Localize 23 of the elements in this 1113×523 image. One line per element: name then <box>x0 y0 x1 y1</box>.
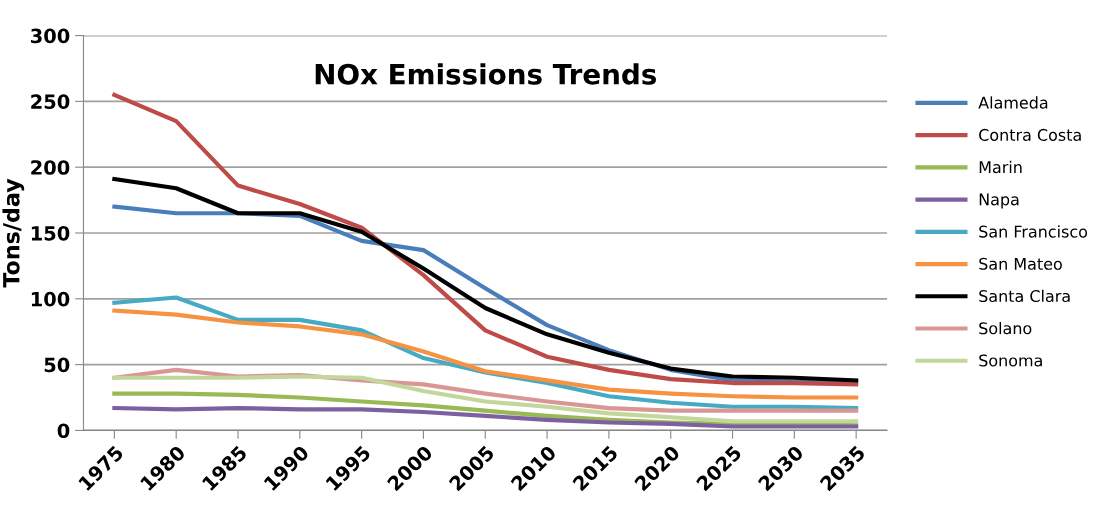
y-tick-label: 300 <box>30 28 70 44</box>
legend-label: San Mateo <box>979 257 1062 270</box>
line-series <box>112 295 859 411</box>
y-tick-label: 0 <box>57 423 70 439</box>
line-series <box>112 405 859 429</box>
legend-label: Marin <box>979 160 1022 174</box>
y-tick-label: 150 <box>31 225 70 241</box>
legend-label: San Francisco <box>979 225 1088 238</box>
y-tick-label: 50 <box>44 357 70 373</box>
y-tick-label: 200 <box>31 160 70 175</box>
line-series <box>112 92 859 387</box>
line-series <box>112 308 859 400</box>
text: NOx Emissions Trends <box>315 63 657 85</box>
legend-label: Solano <box>979 321 1032 335</box>
y-tick-label: 250 <box>31 94 70 110</box>
legend-label: Santa Clara <box>979 289 1070 303</box>
legend-label: Sonoma <box>979 354 1042 367</box>
legend-label: Contra Costa <box>979 128 1081 141</box>
y-tick-label: 100 <box>31 291 70 307</box>
legend-label: Napa <box>979 193 1019 209</box>
y-axis-title: Tons/day <box>2 178 25 288</box>
line-series <box>112 374 859 424</box>
legend-label: Alameda <box>978 96 1048 109</box>
